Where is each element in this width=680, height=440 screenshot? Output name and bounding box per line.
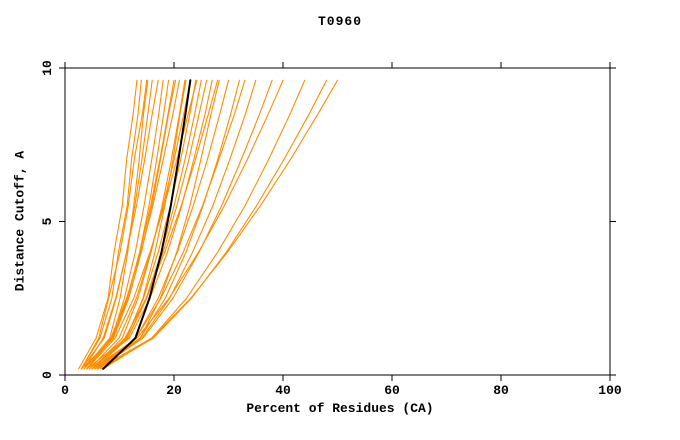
model-curve: [91, 79, 240, 370]
model-curve: [80, 79, 142, 370]
x-tick-label: 100: [598, 383, 622, 398]
x-tick-label: 0: [61, 383, 69, 398]
x-axis-label: Percent of Residues (CA): [246, 401, 434, 416]
model-curve: [94, 79, 208, 370]
y-tick-label: 0: [40, 371, 55, 379]
chart-title: T0960: [317, 14, 362, 29]
model-curve: [91, 79, 219, 370]
model-curve: [80, 79, 153, 370]
model-curve: [86, 79, 180, 370]
y-tick-label: 5: [40, 217, 55, 225]
model-curve: [88, 79, 213, 370]
model-curve: [78, 79, 138, 370]
model-curve: [91, 79, 284, 370]
model-curve: [86, 79, 198, 370]
model-curve: [80, 79, 148, 370]
model-curve: [97, 79, 246, 370]
x-tick-label: 60: [384, 383, 400, 398]
reference-curve: [102, 79, 192, 370]
model-curve: [94, 79, 257, 370]
x-tick-label: 40: [275, 383, 291, 398]
y-tick-label: 10: [40, 60, 55, 76]
model-curve: [102, 79, 339, 370]
model-curve: [97, 79, 273, 370]
model-curve: [97, 79, 306, 370]
x-tick-label: 80: [493, 383, 509, 398]
model-curve: [83, 79, 159, 370]
x-tick-label: 20: [166, 383, 182, 398]
model-curve: [94, 79, 220, 370]
model-curve: [99, 79, 328, 370]
